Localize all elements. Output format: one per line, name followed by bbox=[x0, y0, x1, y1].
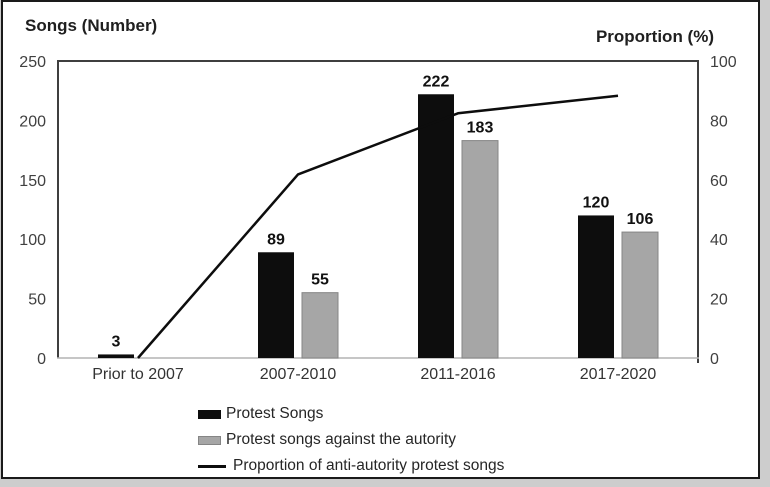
left-axis-tick-label: 200 bbox=[19, 113, 46, 130]
proportion-line bbox=[137, 94, 619, 359]
bar-value-label: 55 bbox=[311, 272, 329, 289]
legend: Protest Songs Protest songs against the … bbox=[198, 403, 504, 477]
left-axis-tick-label: 150 bbox=[19, 173, 46, 190]
bar-value-label: 120 bbox=[583, 194, 610, 211]
right-axis-tick-label: 80 bbox=[710, 113, 728, 130]
black-bar bbox=[578, 215, 614, 358]
right-axis-tick-label: 0 bbox=[710, 351, 719, 368]
legend-item-protest-songs-against-autority: Protest songs against the autority bbox=[198, 429, 504, 451]
bar-value-label: 3 bbox=[112, 333, 121, 350]
black-square-swatch-icon bbox=[198, 409, 221, 419]
left-axis-tick-label: 100 bbox=[19, 232, 46, 249]
black-bar bbox=[258, 252, 294, 358]
left-axis-tick-label: 250 bbox=[19, 54, 46, 71]
left-axis-tick-label: 0 bbox=[37, 351, 46, 368]
x-axis-category-label: Prior to 2007 bbox=[92, 366, 184, 383]
x-axis-category-label: 2007-2010 bbox=[260, 366, 337, 383]
black-bar bbox=[98, 354, 134, 358]
line-swatch-icon bbox=[198, 464, 226, 468]
legend-label: Proportion of anti-autority protest song… bbox=[233, 457, 505, 474]
gray-bar bbox=[461, 140, 499, 359]
right-axis-tick-label: 60 bbox=[710, 173, 728, 190]
gray-bar bbox=[621, 231, 659, 359]
black-bar bbox=[418, 94, 454, 358]
bar-value-label: 106 bbox=[627, 211, 654, 228]
left-axis-tick-label: 50 bbox=[28, 292, 46, 309]
x-axis-category-label: 2011-2016 bbox=[420, 366, 495, 383]
bar-value-label: 222 bbox=[423, 73, 450, 90]
legend-item-proportion-line: Proportion of anti-autority protest song… bbox=[198, 455, 504, 477]
right-axis-tick-label: 40 bbox=[710, 232, 728, 249]
x-axis-category-label: 2017-2020 bbox=[580, 366, 657, 383]
right-axis-tick-label: 20 bbox=[710, 292, 728, 309]
left-axis-title: Songs (Number) bbox=[25, 16, 158, 35]
right-axis-title: Proportion (%) bbox=[595, 27, 714, 46]
legend-label: Protest Songs bbox=[226, 405, 324, 422]
right-axis-tick-label: 100 bbox=[710, 54, 737, 71]
bar-value-label: 89 bbox=[267, 231, 285, 248]
gray-bar bbox=[301, 292, 339, 359]
bar-value-label: 183 bbox=[467, 120, 494, 137]
legend-item-protest-songs: Protest Songs bbox=[198, 403, 504, 425]
gray-square-swatch-icon bbox=[198, 435, 221, 445]
legend-label: Protest songs against the autority bbox=[226, 431, 457, 448]
